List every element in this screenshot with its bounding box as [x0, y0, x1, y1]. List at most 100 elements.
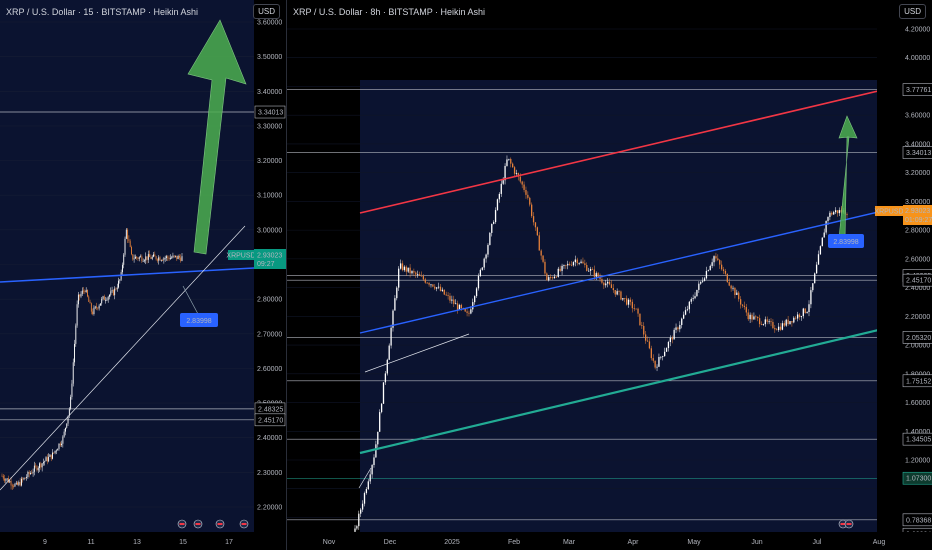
left-plot: 2.83998 [0, 0, 255, 532]
left-candle [65, 427, 66, 432]
right-candle [791, 321, 793, 323]
right-candle [567, 263, 569, 266]
left-candle [155, 256, 157, 260]
right-candle [713, 256, 715, 263]
right-candle [717, 258, 719, 261]
left-target-box[interactable]: 2.83998 [180, 313, 218, 327]
left-candle [111, 290, 113, 292]
left-candle [171, 257, 173, 259]
right-candle [606, 281, 609, 284]
right-chart-pane[interactable]: 2.839984.200004.000003.800003.600003.400… [286, 0, 932, 550]
right-candle [409, 267, 411, 274]
right-price-tick: 2.40000 [905, 285, 930, 292]
left-candle [63, 431, 65, 437]
right-candle [732, 287, 734, 289]
right-candle [428, 283, 430, 285]
left-chart-svg[interactable]: 2.83998 3.60000 3.50000 3.40000 3.30000 3.200… [0, 0, 286, 550]
left-price-tick: 3.20000 [257, 158, 282, 165]
left-candle [167, 256, 169, 258]
left-candle [166, 256, 167, 258]
right-price-tick: 1.40000 [905, 429, 930, 436]
left-candle [87, 289, 88, 297]
right-level-label: 1.75152 [906, 378, 931, 385]
right-candle [591, 268, 594, 270]
right-price-tick: 4.20000 [905, 27, 930, 34]
right-price-tag-bg [903, 205, 932, 225]
right-candle [361, 503, 364, 510]
left-candle [28, 471, 30, 474]
right-candle [582, 261, 584, 264]
left-time-tick: 9 [43, 539, 47, 546]
right-candle [779, 326, 782, 330]
left-candle [132, 254, 134, 260]
right-candle [483, 258, 485, 268]
right-candle [513, 167, 516, 174]
right-candle [709, 265, 711, 271]
right-time-tick: Jun [751, 539, 762, 546]
event-flag-icon-band [217, 523, 223, 525]
right-target-box[interactable]: 2.83998 [828, 234, 864, 248]
right-candle [569, 263, 571, 265]
right-candle [815, 264, 818, 274]
right-level-label: 1.07300 [906, 476, 931, 483]
right-candle [605, 283, 607, 286]
right-candle [496, 199, 499, 211]
left-price-tick: 3.00000 [257, 227, 282, 234]
right-candle [829, 212, 831, 218]
right-currency-label[interactable]: USD [899, 4, 926, 19]
left-candle [88, 296, 90, 302]
right-candle [715, 256, 717, 259]
left-candle [75, 325, 77, 344]
left-candle [168, 257, 170, 260]
right-candle [675, 327, 677, 330]
right-candle [671, 337, 673, 340]
right-candle [834, 210, 837, 213]
left-candle [26, 477, 28, 478]
right-candle [648, 341, 651, 349]
left-candle [103, 296, 105, 301]
right-candle [426, 282, 428, 284]
left-candle [112, 290, 114, 296]
right-candle [570, 264, 573, 266]
left-price-tick: 2.60000 [257, 366, 282, 373]
right-candle [593, 269, 596, 277]
left-candle [145, 256, 147, 261]
left-candle [136, 256, 138, 258]
right-candle [663, 351, 666, 357]
left-candle [23, 477, 25, 480]
right-candle [658, 357, 660, 367]
right-candle [453, 299, 455, 304]
right-candle [766, 319, 768, 322]
right-time-tick: Apr [628, 539, 640, 546]
right-candle [669, 337, 671, 343]
left-candle [1, 475, 3, 477]
right-candle [798, 314, 801, 318]
left-candle [17, 482, 18, 485]
right-candle [620, 291, 622, 300]
left-chart-pane[interactable]: 2.83998 3.60000 3.50000 3.40000 3.30000 3.200… [0, 0, 286, 550]
left-candle [70, 396, 72, 409]
left-time-axis: 9 11 13 15 17 [0, 519, 286, 550]
right-candle [365, 489, 368, 494]
left-candle [175, 255, 176, 257]
right-candle [610, 284, 613, 289]
right-candle [384, 373, 387, 383]
right-level-label: 2.45170 [906, 278, 931, 285]
right-candle [498, 193, 501, 200]
right-candle [796, 314, 799, 319]
right-candle [390, 327, 392, 346]
right-candle [458, 304, 461, 310]
right-candle [838, 210, 841, 214]
left-price-tick: 2.70000 [257, 331, 282, 338]
left-currency-label[interactable]: USD [253, 4, 280, 19]
left-candle [133, 258, 135, 260]
left-candle [30, 472, 31, 474]
right-candle [542, 255, 544, 262]
right-candle [667, 342, 670, 349]
left-candle [109, 294, 110, 297]
right-candle [415, 272, 417, 275]
right-candle [682, 314, 685, 319]
left-candle [68, 408, 70, 416]
right-chart-svg[interactable]: 2.839984.200004.000003.800003.600003.400… [287, 0, 932, 550]
right-candle [392, 310, 394, 328]
